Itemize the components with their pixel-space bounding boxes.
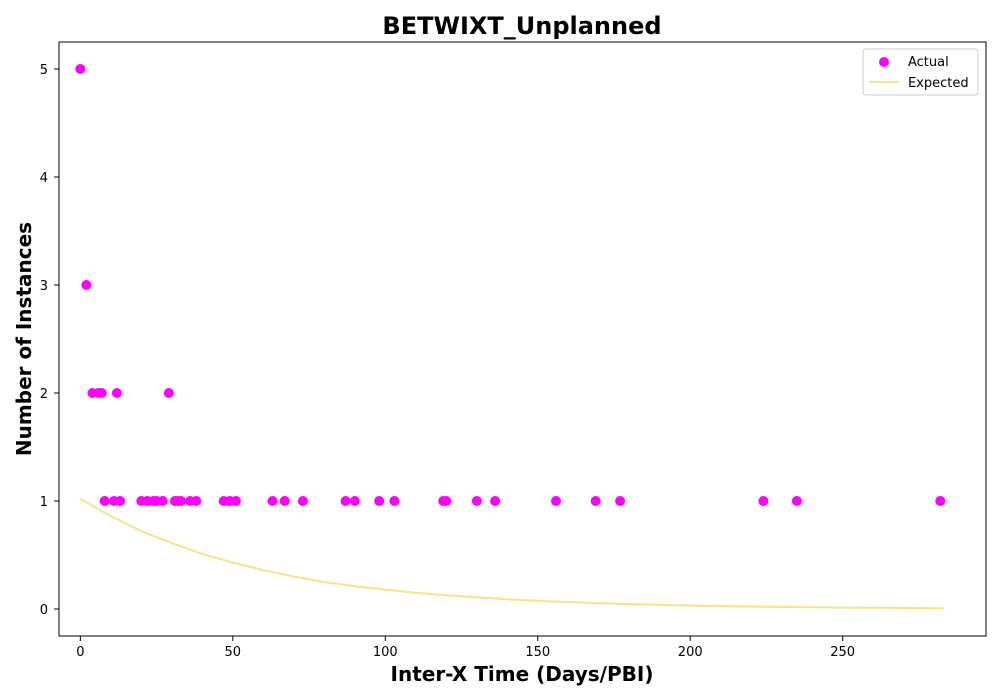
- legend-box: [862, 48, 979, 96]
- y-tick-label: 4: [40, 171, 48, 186]
- x-tick-label: 250: [830, 645, 855, 660]
- actual-point: [441, 496, 452, 506]
- actual-point: [297, 496, 308, 506]
- y-tick-label: 3: [40, 279, 48, 294]
- actual-point: [471, 496, 482, 506]
- actual-point: [935, 496, 946, 506]
- actual-point: [163, 388, 174, 398]
- actual-point: [230, 496, 241, 506]
- y-tick-label: 1: [40, 495, 48, 510]
- legend: Actual Expected: [862, 48, 979, 96]
- x-tick-label: 150: [525, 645, 550, 660]
- x-tick-label: 50: [225, 645, 242, 660]
- x-tick-label: 0: [76, 645, 84, 660]
- actual-point: [81, 280, 92, 290]
- actual-series-layer: [75, 64, 946, 506]
- legend-expected-label: Expected: [908, 76, 969, 91]
- actual-point: [111, 388, 122, 398]
- x-tick-label: 100: [373, 645, 398, 660]
- x-tick-label: 200: [678, 645, 703, 660]
- actual-point: [590, 496, 601, 506]
- actual-point: [75, 64, 86, 74]
- actual-point: [791, 496, 802, 506]
- actual-point: [96, 388, 107, 398]
- actual-point: [99, 496, 110, 506]
- legend-actual-marker: [879, 57, 889, 67]
- x-axis-label: Inter-X Time (Days/PBI): [391, 662, 654, 686]
- expected-series-layer: [79, 497, 944, 610]
- x-axis-ticks: 0 50 100 150 200 250: [76, 636, 855, 660]
- actual-point: [115, 496, 125, 506]
- actual-point: [615, 496, 626, 506]
- actual-point: [349, 496, 360, 506]
- actual-point: [191, 496, 202, 506]
- y-tick-label: 0: [40, 603, 48, 618]
- actual-point: [389, 496, 400, 506]
- actual-point: [758, 496, 769, 506]
- y-axis-ticks: 0 1 2 3 4 5: [40, 63, 59, 618]
- expected-line: [79, 497, 944, 610]
- plot-frame: [58, 41, 987, 637]
- actual-point: [176, 496, 186, 506]
- actual-point: [490, 496, 501, 506]
- actual-point: [267, 496, 278, 506]
- y-tick-label: 5: [40, 63, 48, 78]
- actual-point: [551, 496, 561, 506]
- chart-title: BETWIXT_Unplanned: [382, 12, 661, 40]
- actual-point: [279, 496, 290, 506]
- actual-point: [157, 496, 168, 506]
- actual-point: [374, 496, 385, 506]
- plot-area: [58, 41, 987, 637]
- legend-actual-label: Actual: [908, 55, 949, 70]
- y-tick-label: 2: [40, 387, 48, 402]
- y-axis-label: Number of Instances: [12, 222, 36, 456]
- actual-point: [340, 496, 351, 506]
